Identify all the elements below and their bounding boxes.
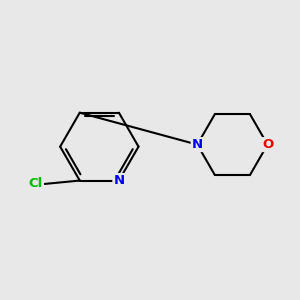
Text: N: N bbox=[113, 174, 124, 187]
Text: N: N bbox=[192, 138, 203, 151]
Text: O: O bbox=[262, 138, 273, 151]
Text: Cl: Cl bbox=[29, 177, 43, 190]
